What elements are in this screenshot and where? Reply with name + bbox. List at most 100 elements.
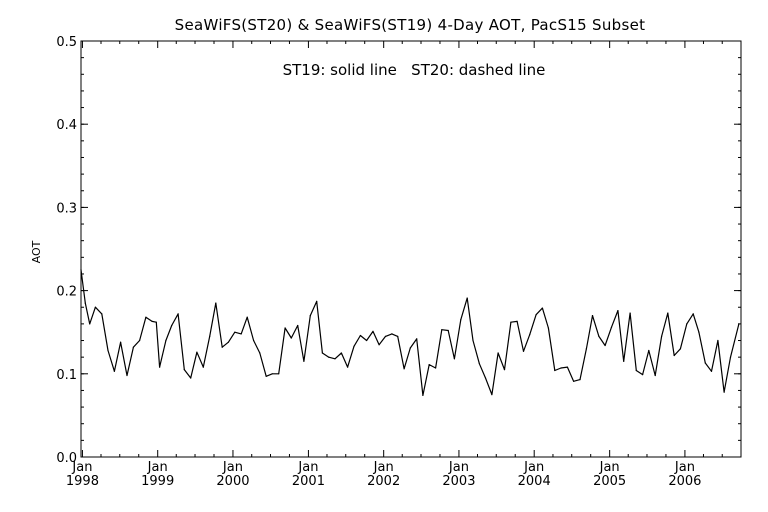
data-point (303, 360, 305, 362)
data-point (347, 366, 349, 368)
data-point (151, 320, 153, 322)
data-point (416, 338, 418, 340)
data-point (165, 339, 167, 342)
data-point (679, 348, 682, 350)
data-point (221, 346, 223, 348)
data-point (309, 315, 311, 317)
data-point (366, 339, 368, 342)
data-point (598, 335, 600, 337)
data-point (290, 337, 292, 339)
data-point (183, 369, 185, 371)
x-tick-year-label: 1999 (141, 474, 174, 489)
data-point (604, 344, 606, 347)
x-tick-month-label: Jan (523, 460, 544, 475)
x-tick-month-label: Jan (599, 460, 620, 475)
x-tick-month-label: Jan (674, 460, 695, 475)
data-point (472, 339, 474, 342)
data-point (579, 379, 581, 381)
data-point (466, 297, 468, 299)
data-point (391, 333, 393, 335)
data-point (428, 364, 430, 366)
x-tick-month-label: Jan (448, 460, 469, 475)
data-point (654, 374, 656, 377)
data-point (94, 306, 96, 308)
x-tick-month-label: Jan (297, 460, 318, 475)
data-point (510, 321, 512, 323)
data-point (89, 323, 91, 325)
data-point (145, 316, 147, 318)
data-point (422, 394, 424, 396)
x-tick-year-label: 2002 (367, 474, 400, 489)
data-point (171, 324, 173, 327)
data-point (359, 334, 361, 337)
data-point (259, 352, 261, 354)
data-point (710, 370, 713, 372)
data-point (120, 341, 122, 343)
data-point (101, 313, 103, 315)
data-point (340, 352, 342, 354)
data-point (409, 347, 411, 349)
data-point (478, 363, 480, 365)
data-point (529, 334, 531, 336)
line-style-annotation: ST19: solid line ST20: dashed line (283, 61, 546, 79)
x-tick-year-label: 2004 (518, 474, 551, 489)
data-point (516, 320, 518, 322)
y-tick-label: 0.0 (56, 451, 77, 466)
data-point (585, 348, 588, 350)
data-point (491, 394, 493, 396)
data-point (723, 391, 725, 393)
data-point (484, 377, 487, 379)
data-point (177, 313, 179, 315)
y-tick-label: 0.3 (56, 201, 77, 216)
data-point (196, 351, 198, 353)
data-point (729, 356, 732, 358)
data-point (132, 346, 134, 348)
data-point (107, 349, 109, 352)
data-point (522, 350, 525, 352)
data-point (113, 370, 115, 372)
data-point (209, 335, 211, 337)
x-tick-year-label: 2000 (216, 474, 249, 489)
y-tick-label: 0.1 (56, 368, 77, 383)
x-tick-year-label: 1998 (66, 474, 99, 489)
chart-title: SeaWiFS(ST20) & SeaWiFS(ST19) 4-Day AOT,… (175, 16, 646, 34)
data-point (692, 313, 694, 315)
data-point (610, 326, 613, 328)
data-point (591, 315, 594, 317)
data-point (240, 333, 242, 335)
data-point (246, 316, 248, 318)
data-point (447, 329, 449, 332)
data-point (265, 375, 267, 377)
data-point (453, 358, 455, 360)
data-point (686, 323, 688, 325)
data-point (227, 341, 229, 343)
data-point (372, 330, 374, 332)
data-point (384, 335, 387, 337)
data-point (623, 360, 625, 362)
data-point (503, 369, 506, 371)
x-tick-month-label: Jan (71, 460, 92, 475)
data-point (403, 368, 405, 370)
data-point (554, 369, 556, 372)
data-point (704, 362, 706, 364)
data-point (139, 339, 141, 342)
data-point (541, 307, 544, 309)
x-tick-month-label: Jan (147, 460, 168, 475)
data-point (80, 269, 82, 271)
data-point (642, 374, 644, 376)
data-point (566, 366, 569, 368)
data-point (460, 319, 462, 321)
data-point (84, 302, 86, 304)
data-point (284, 327, 286, 329)
x-tick-year-label: 2006 (668, 474, 701, 489)
data-point (328, 356, 330, 358)
data-point (617, 310, 619, 312)
data-point (497, 352, 499, 354)
data-point (155, 321, 157, 323)
y-tick-label: 0.4 (56, 118, 77, 133)
data-point (435, 367, 437, 369)
data-point (378, 344, 380, 346)
data-point (234, 331, 236, 333)
data-point (278, 373, 280, 375)
